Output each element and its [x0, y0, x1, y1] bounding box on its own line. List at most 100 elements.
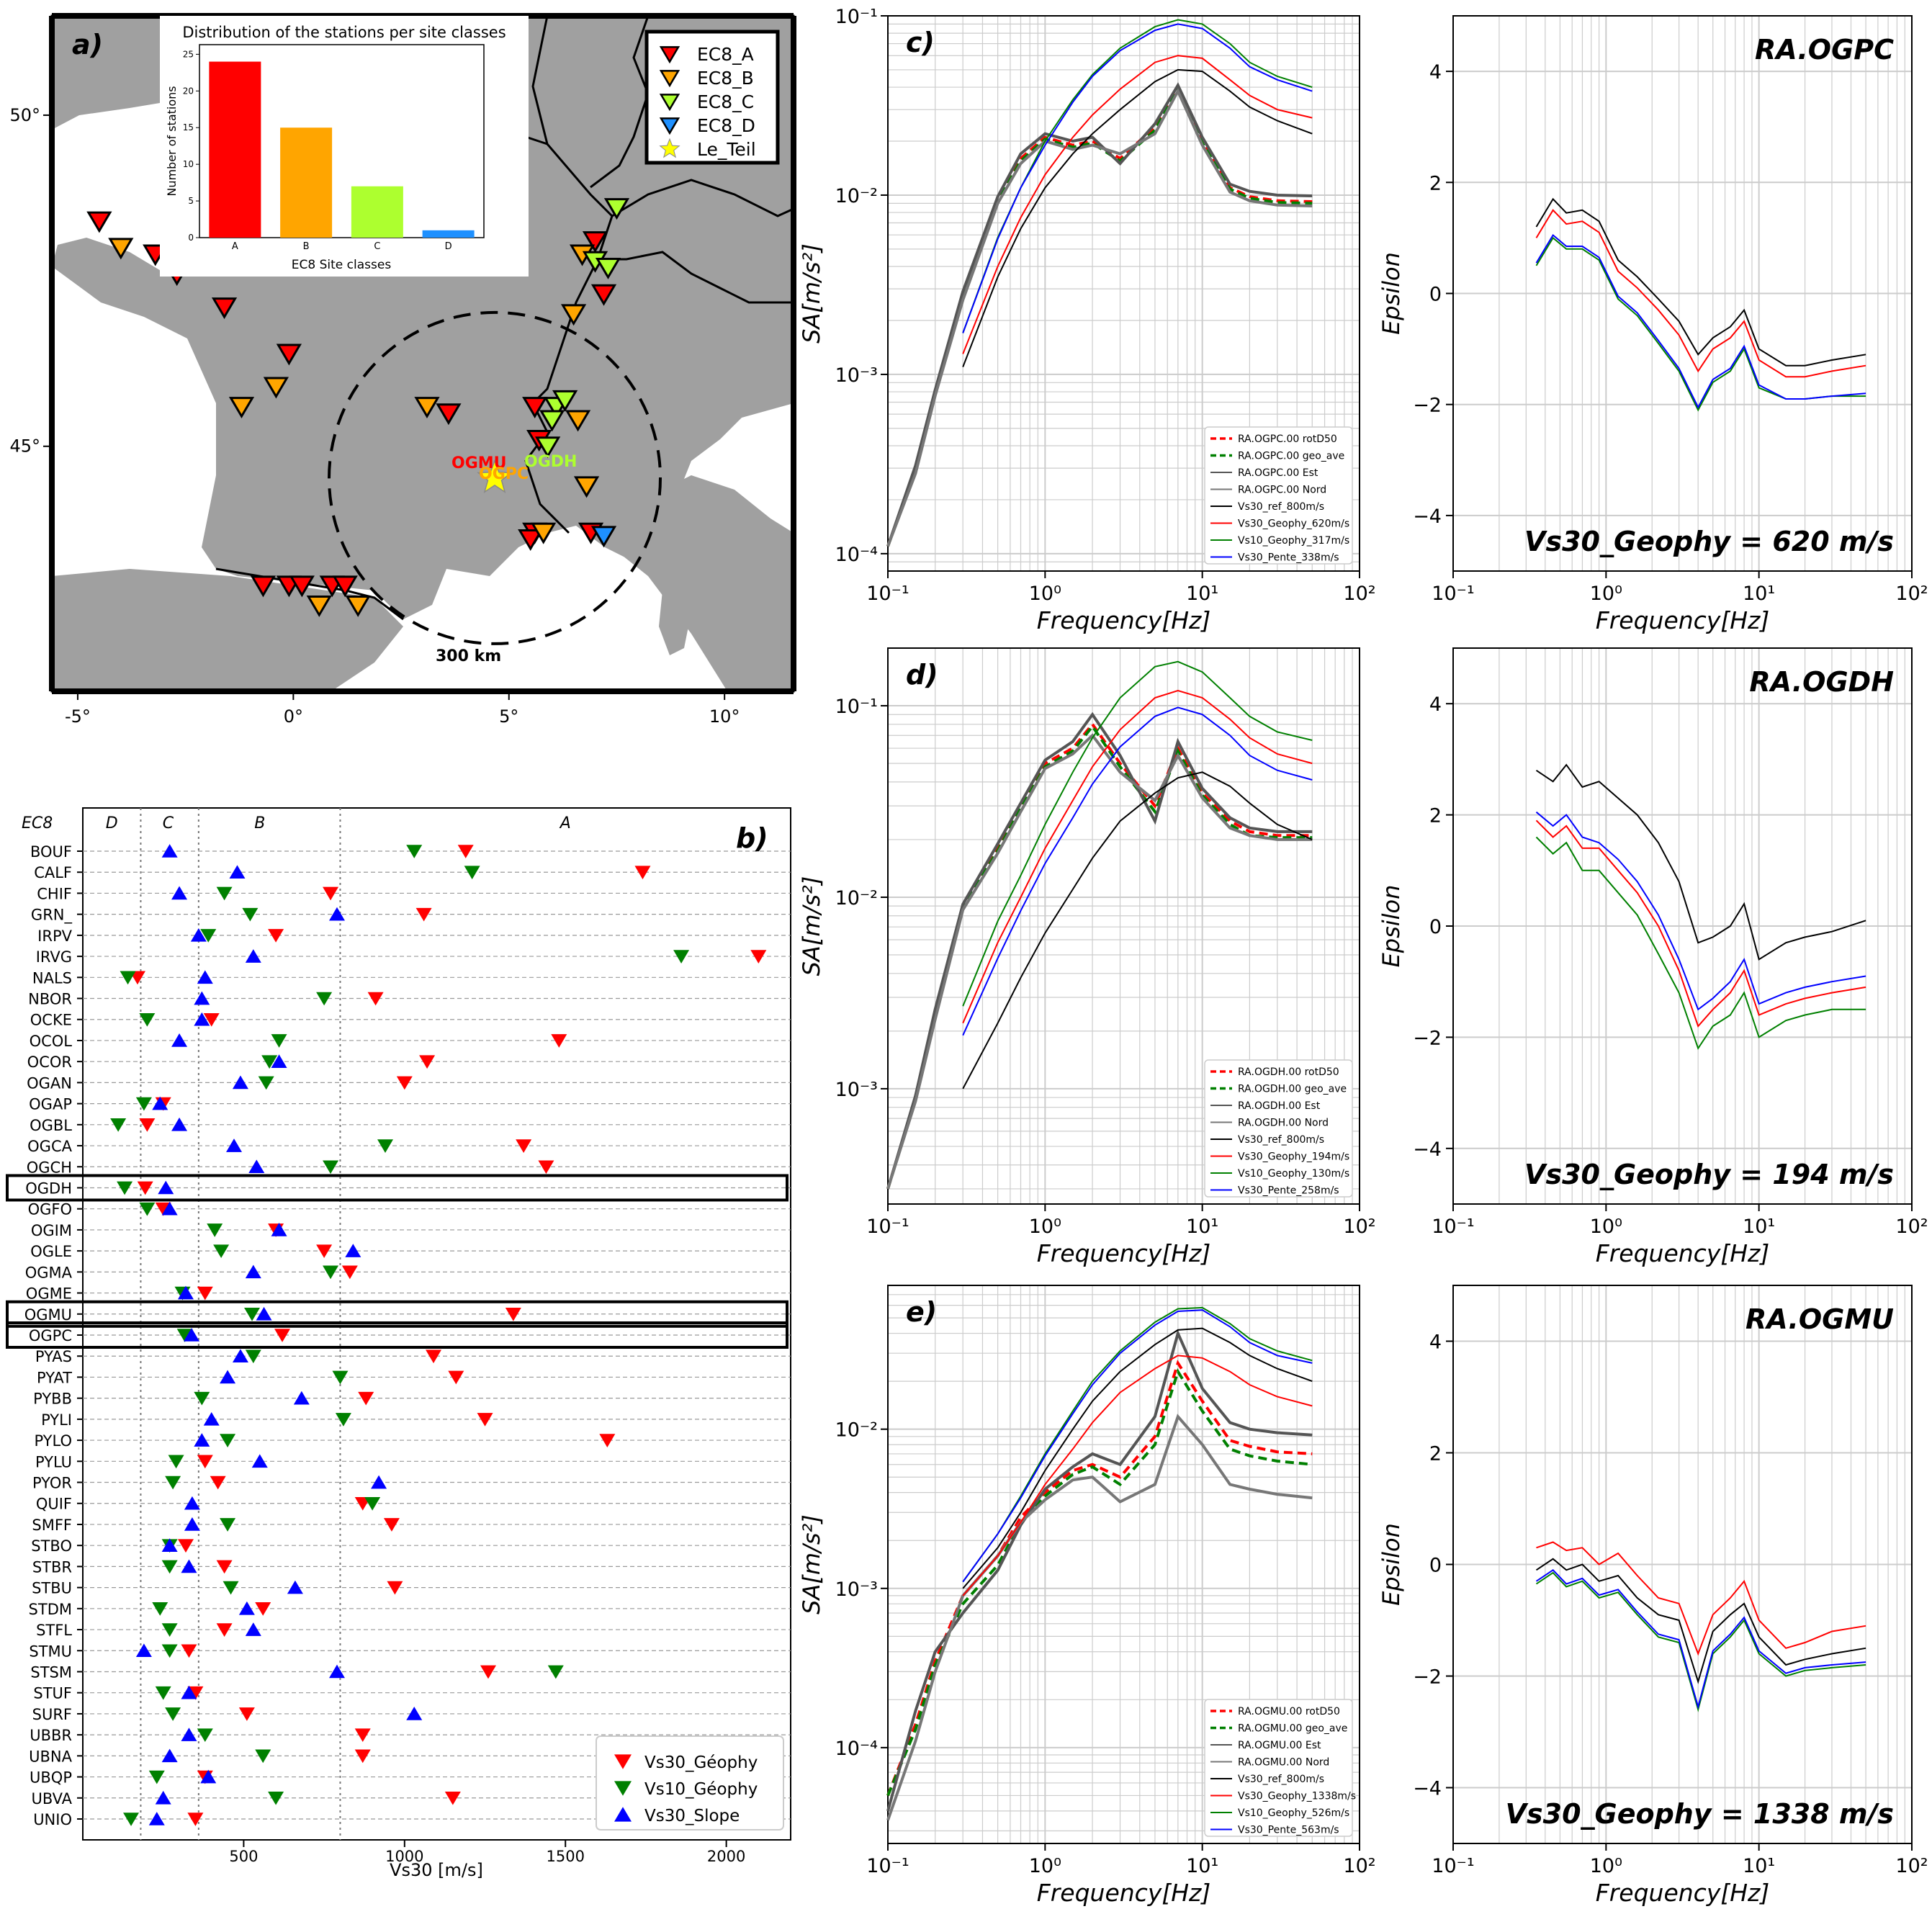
vs10-geophy-point	[547, 1665, 564, 1679]
eps-ytick-label: 2	[1429, 1443, 1442, 1465]
highlight-box	[6, 1300, 788, 1328]
eps-axes	[1452, 1285, 1913, 1844]
station-marker	[414, 397, 440, 419]
vs30-slope-point	[190, 927, 207, 942]
vs30-slope-point	[181, 1685, 197, 1699]
vs30-geophy-point	[599, 1434, 616, 1447]
sa-legend-label: RA.OGMU.00 Est	[1238, 1740, 1321, 1751]
eps-title: RA.OGPC	[1755, 34, 1894, 66]
vs10-geophy-point	[152, 1602, 169, 1616]
eps-ytick-label: −2	[1413, 1027, 1442, 1049]
vs10-geophy-point	[220, 1518, 236, 1532]
sa-xtick-label: 10⁰	[1029, 1855, 1061, 1877]
station-name: NALS	[32, 969, 72, 987]
station-name: UNIO	[33, 1811, 72, 1828]
station-name: PYLI	[41, 1411, 72, 1429]
highlight-box	[6, 1174, 788, 1202]
vs30-slope-point	[194, 1012, 210, 1026]
legend-marker	[659, 46, 680, 64]
eps-ytick-label: 0	[1429, 284, 1442, 306]
station-name: OGAN	[27, 1074, 72, 1092]
sa-series-line	[962, 55, 1313, 354]
vs30-geophy-point	[415, 907, 432, 922]
vs30-slope-point	[287, 1580, 303, 1594]
station-marker	[86, 211, 112, 233]
station-name: OGIM	[31, 1222, 72, 1239]
eps-annotation: Vs30_Geophy = 1338 m/s	[1506, 1798, 1894, 1830]
vs30-slope-point	[345, 1244, 361, 1257]
station-marker	[539, 410, 565, 432]
scatter-legend-marker	[614, 1781, 632, 1796]
sa-panel-label: d)	[906, 659, 938, 691]
vs10-geophy-point	[244, 1307, 261, 1321]
sa-legend-label: Vs10_Geophy_317m/s	[1238, 535, 1349, 547]
vs30-slope-point	[197, 970, 213, 984]
sa-legend-label: RA.OGPC.00 Nord	[1238, 485, 1326, 496]
station-marker	[345, 595, 371, 617]
vs30-slope-point	[220, 1370, 236, 1384]
station-marker	[436, 403, 462, 426]
station-name: OGFO	[28, 1201, 72, 1218]
eps-ytick-label: 0	[1429, 1555, 1442, 1577]
station-name: GRN_	[31, 907, 73, 925]
vs10-geophy-point	[220, 1434, 236, 1447]
eps-xlabel: Frequency[Hz]	[1596, 1879, 1770, 1907]
inset-xlabel: EC8 Site classes	[292, 258, 392, 272]
sa-series-line	[886, 722, 1313, 1190]
class-label: C	[163, 814, 174, 832]
station-name: OCOR	[27, 1054, 72, 1071]
vs30-geophy-point	[448, 1370, 464, 1385]
station-marker	[590, 526, 617, 548]
sa-series-line	[962, 771, 1313, 1090]
vs30-geophy-point	[750, 950, 767, 964]
map-axis-ticks: -5° 0° 5° 10° 45° 50°	[9, 105, 740, 727]
vs10-geophy-point	[135, 1097, 152, 1111]
vs10-geophy-point	[165, 1707, 181, 1721]
station-name: PYAT	[37, 1369, 72, 1386]
station-name: OGAP	[29, 1096, 72, 1113]
scatter-class-header: EC8	[22, 814, 53, 832]
inset-ylabel: Number of stations	[165, 86, 179, 196]
scatter-legend-label: Vs30_Géophy	[644, 1753, 758, 1772]
legend-label: EC8_C	[697, 91, 754, 112]
sa-series-line	[962, 1306, 1313, 1583]
station-marker	[276, 343, 302, 366]
sa-series-line	[886, 733, 1313, 1190]
vs10-geophy-point	[139, 1012, 156, 1027]
eps-series-line	[1535, 811, 1866, 1011]
lon-tick-label: -5°	[65, 706, 91, 727]
vs10-geophy-point	[323, 1265, 339, 1280]
sa-legend-label: RA.OGDH.00 geo_ave	[1238, 1084, 1347, 1095]
vs30-slope-point	[181, 1728, 197, 1741]
vs30-slope-point	[181, 1559, 197, 1573]
vs30-slope-point	[271, 1223, 287, 1236]
scatter-legend: Vs30_Géophy Vs10_Géophy Vs30_Slope	[596, 1735, 784, 1831]
vs30-geophy-point	[354, 1749, 371, 1764]
vs30-slope-point	[203, 1411, 220, 1426]
sa-series-line	[962, 68, 1313, 367]
sa-legend-label: RA.OGMU.00 rotD50	[1238, 1706, 1340, 1717]
eps-ylabel: Epsilon	[1378, 252, 1405, 335]
sa-xtick-label: 10²	[1343, 583, 1375, 605]
vs30-geophy-point	[323, 886, 339, 901]
station-name: OGMU	[24, 1306, 72, 1324]
vs30-slope-point	[293, 1391, 310, 1405]
inset-xtick-label: D	[445, 241, 452, 252]
sa-legend-label: Vs30_ref_800m/s	[1238, 1134, 1324, 1146]
sa-series-line	[886, 82, 1313, 547]
inset-bar	[209, 61, 261, 238]
inset-ytick-label: 25	[183, 49, 194, 59]
eps-ytick-label: 0	[1429, 916, 1442, 938]
sa-ylabel: SA[m/s²]	[798, 243, 825, 343]
station-name: UBVA	[31, 1790, 72, 1807]
vs10-geophy-point	[271, 1034, 287, 1048]
eps-xlabel: Frequency[Hz]	[1596, 606, 1770, 634]
vs30-slope-point	[158, 1180, 174, 1195]
sa-series-line	[886, 88, 1313, 547]
station-name: IRVG	[36, 948, 72, 966]
eps-ytick-label: 4	[1429, 1331, 1442, 1354]
sa-legend-label: RA.OGPC.00 rotD50	[1238, 434, 1337, 445]
vs30-geophy-point	[634, 866, 651, 880]
eps-ytick-label: −4	[1413, 506, 1442, 528]
station-marker	[250, 575, 277, 598]
